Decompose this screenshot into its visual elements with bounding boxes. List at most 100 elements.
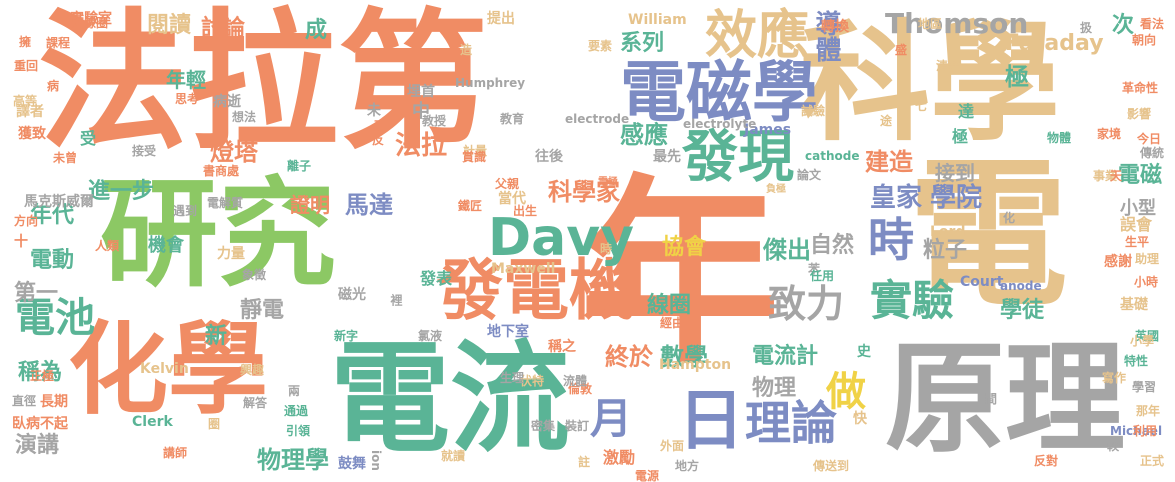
word-cjk-188: 離子 — [287, 159, 312, 173]
word-cjk-4: 電 — [908, 141, 1069, 328]
word-cjk-136: 地方 — [675, 459, 700, 473]
word-cjk-171: 朝向 — [1132, 33, 1157, 47]
word-cjk-120: 計量 — [463, 144, 488, 158]
word-cjk-45: 年代 — [30, 203, 75, 228]
word-cjk-146: 稱之 — [548, 339, 576, 355]
word-cjk-9: 電磁學 — [620, 54, 818, 131]
word-cjk-32: 物理 — [752, 376, 797, 401]
word-cjk-142: 倫敦 — [568, 382, 593, 396]
word-cjk-50: 進一步 — [88, 179, 155, 204]
word-cjk-186: 造 — [460, 43, 473, 57]
word-cjk-172: 地區 — [918, 17, 943, 31]
word-cjk-177: 物體 — [1047, 131, 1072, 145]
word-cjk-48: 機會 — [148, 235, 184, 256]
word-cjk-49: 證明 — [290, 193, 330, 217]
word-cjk-153: 新字 — [334, 329, 359, 343]
word-cjk-10: 發現 — [682, 125, 794, 190]
word-cjk-103: 傳統 — [1140, 146, 1165, 160]
word-cjk-113: 譯者 — [16, 104, 44, 120]
word-cjk-100: 英國 — [1135, 329, 1160, 343]
word-cjk-174: 盛 — [895, 43, 908, 57]
word-cjk-40: 傑出 — [763, 236, 811, 264]
word-cjk-131: 那年 — [1136, 404, 1161, 418]
word-cjk-63: 極 — [1005, 63, 1029, 91]
word-cjk-185: 更 — [374, 119, 387, 133]
word-cjk-86: 埋首 — [407, 84, 435, 100]
word-cjk-52: 新 — [205, 324, 228, 349]
word-cjk-56: 成 — [305, 18, 328, 43]
word-cjk-102: 影響 — [1127, 107, 1152, 121]
word-maxwell: Maxwell — [491, 261, 556, 277]
word-cjk-90: 長期 — [40, 394, 68, 410]
word-court: Court — [960, 274, 1004, 290]
word-cjk-109: 直徑 — [12, 394, 37, 408]
word-cjk-193: 時 — [600, 242, 613, 256]
word-cjk-81: 馬克斯威爾 — [24, 194, 94, 210]
word-cjk-30: 數學 — [660, 343, 708, 371]
word-cjk-104: 事業 — [1093, 169, 1118, 183]
word-cjk-197: 扱 — [1080, 21, 1093, 35]
word-cjk-64: 次 — [1112, 13, 1135, 38]
word-james: James — [744, 122, 792, 138]
word-cjk-141: 密集 — [531, 419, 556, 433]
word-kelvin: Kelvin — [140, 361, 189, 377]
word-cjk-58: 系列 — [620, 31, 665, 56]
word-cjk-161: 高等 — [13, 94, 38, 108]
word-cjk-2: 年 — [580, 158, 781, 391]
word-cjk-184: 反 — [372, 133, 385, 147]
word-cjk-33: 建造 — [865, 148, 913, 176]
word-cjk-37: 線圈 — [647, 293, 692, 318]
word-cjk-55: 討論 — [201, 16, 246, 41]
word-cjk-130: 學習 — [1132, 380, 1157, 394]
word-cjk-181: 快 — [853, 411, 867, 427]
word-cjk-168: 小學 — [1130, 334, 1155, 348]
word-cjk-154: 兩 — [288, 384, 301, 398]
word-hampton: Hampton — [659, 357, 732, 373]
word-cjk-129: 特性 — [1124, 354, 1149, 368]
word-cjk-137: 外面 — [660, 439, 685, 453]
word-cjk-150: 賞識 — [462, 150, 487, 164]
word-cjk-158: 方向 — [14, 214, 39, 228]
word-cjk-11: 效應 — [705, 6, 810, 66]
word-cjk-187: 受 — [80, 129, 97, 148]
word-cjk-160: 重回 — [14, 59, 39, 73]
word-cjk-135: 傳送到 — [813, 459, 850, 473]
word-cjk-167: 天 — [1110, 169, 1123, 183]
word-cjk-60: 病逝 — [213, 94, 241, 110]
word-cjk-156: 引領 — [286, 424, 311, 438]
word-cjk-87: 磁光 — [338, 287, 366, 303]
word-cjk-194: 十 — [14, 234, 28, 250]
word-cjk-116: 書商處 — [203, 164, 240, 178]
word-cjk-198: 電源 — [635, 469, 660, 482]
word-cjk-173: 清寒 — [936, 59, 961, 73]
word-cjk-107: 負極 — [766, 184, 786, 195]
word-cjk-29: 馬達 — [345, 191, 393, 219]
word-cjk-191: 任用 — [810, 269, 835, 283]
word-cjk-21: 學院 — [930, 183, 983, 213]
word-cjk-180: 史 — [857, 344, 871, 360]
word-thomson: Thomson — [885, 7, 1029, 40]
word-cjk-144: 伏特 — [520, 374, 545, 388]
word-cjk-148: 發表 — [420, 269, 453, 288]
word-cjk-27: 感應 — [620, 121, 668, 149]
word-cjk-84: 最先 — [653, 149, 681, 165]
word-cathode: cathode — [805, 149, 860, 163]
word-anode: anode — [1000, 279, 1042, 293]
word-cjk-92: 力量 — [217, 246, 245, 262]
word-cjk-5: 化學 — [68, 311, 268, 428]
word-cjk-94: 電極 — [598, 177, 618, 188]
word-cjk-42: 自然 — [810, 233, 855, 258]
word-cjk-134: 反對 — [1034, 454, 1059, 468]
word-cjk-127: 小時 — [1134, 275, 1159, 289]
word-cjk-115: 接受 — [132, 144, 157, 158]
word-cjk-17: 月 — [590, 394, 633, 443]
word-cjk-91: 臥病不起 — [12, 416, 68, 432]
word-cjk-147: 經由 — [660, 316, 685, 330]
word-cjk-20: 皇家 — [870, 183, 923, 213]
word-cjk-132: 利用 — [1133, 424, 1158, 438]
word-cjk-13: 時 — [868, 213, 914, 267]
word-cjk-140: 裝訂 — [565, 419, 590, 433]
word-cjk-139: 註 — [578, 455, 591, 469]
word-cjk-85: 中 — [412, 101, 430, 122]
